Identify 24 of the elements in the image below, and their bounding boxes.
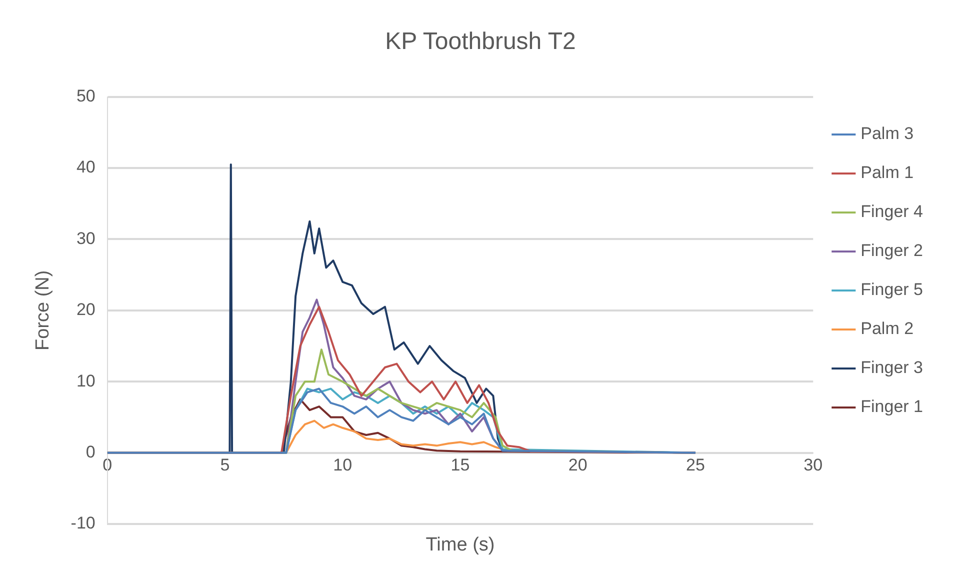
x-tick-label: 25	[686, 456, 705, 475]
x-tick-label: 5	[220, 456, 230, 475]
legend-label: Finger 5	[860, 280, 924, 300]
legend-label: Finger 3	[860, 358, 924, 378]
y-tick-label: 40	[76, 158, 96, 177]
y-tick-label: -10	[70, 514, 96, 533]
x-tick-label: 10	[333, 456, 352, 475]
y-tick-label: 10	[76, 371, 96, 390]
x-tick-label: 20	[568, 456, 588, 475]
legend-label: Palm 2	[860, 319, 914, 338]
y-axis-title: Force (N)	[32, 270, 54, 351]
x-axis-title: Time (s)	[426, 534, 495, 556]
legend-label: Finger 1	[860, 397, 924, 416]
legend-label: Finger 4	[860, 202, 924, 222]
y-tick-label: 50	[76, 86, 96, 106]
y-tick-label: 0	[86, 442, 96, 462]
x-tick-label: 30	[804, 456, 823, 475]
x-tick-label: 15	[450, 456, 470, 475]
y-tick-label: 20	[76, 300, 96, 320]
legend-label: Palm 3	[860, 124, 914, 144]
chart-title: KP Toothbrush T2	[385, 28, 576, 56]
y-tick-label: 30	[76, 228, 96, 248]
legend-label: Palm 1	[860, 163, 914, 182]
legend-label: Finger 2	[860, 241, 924, 260]
